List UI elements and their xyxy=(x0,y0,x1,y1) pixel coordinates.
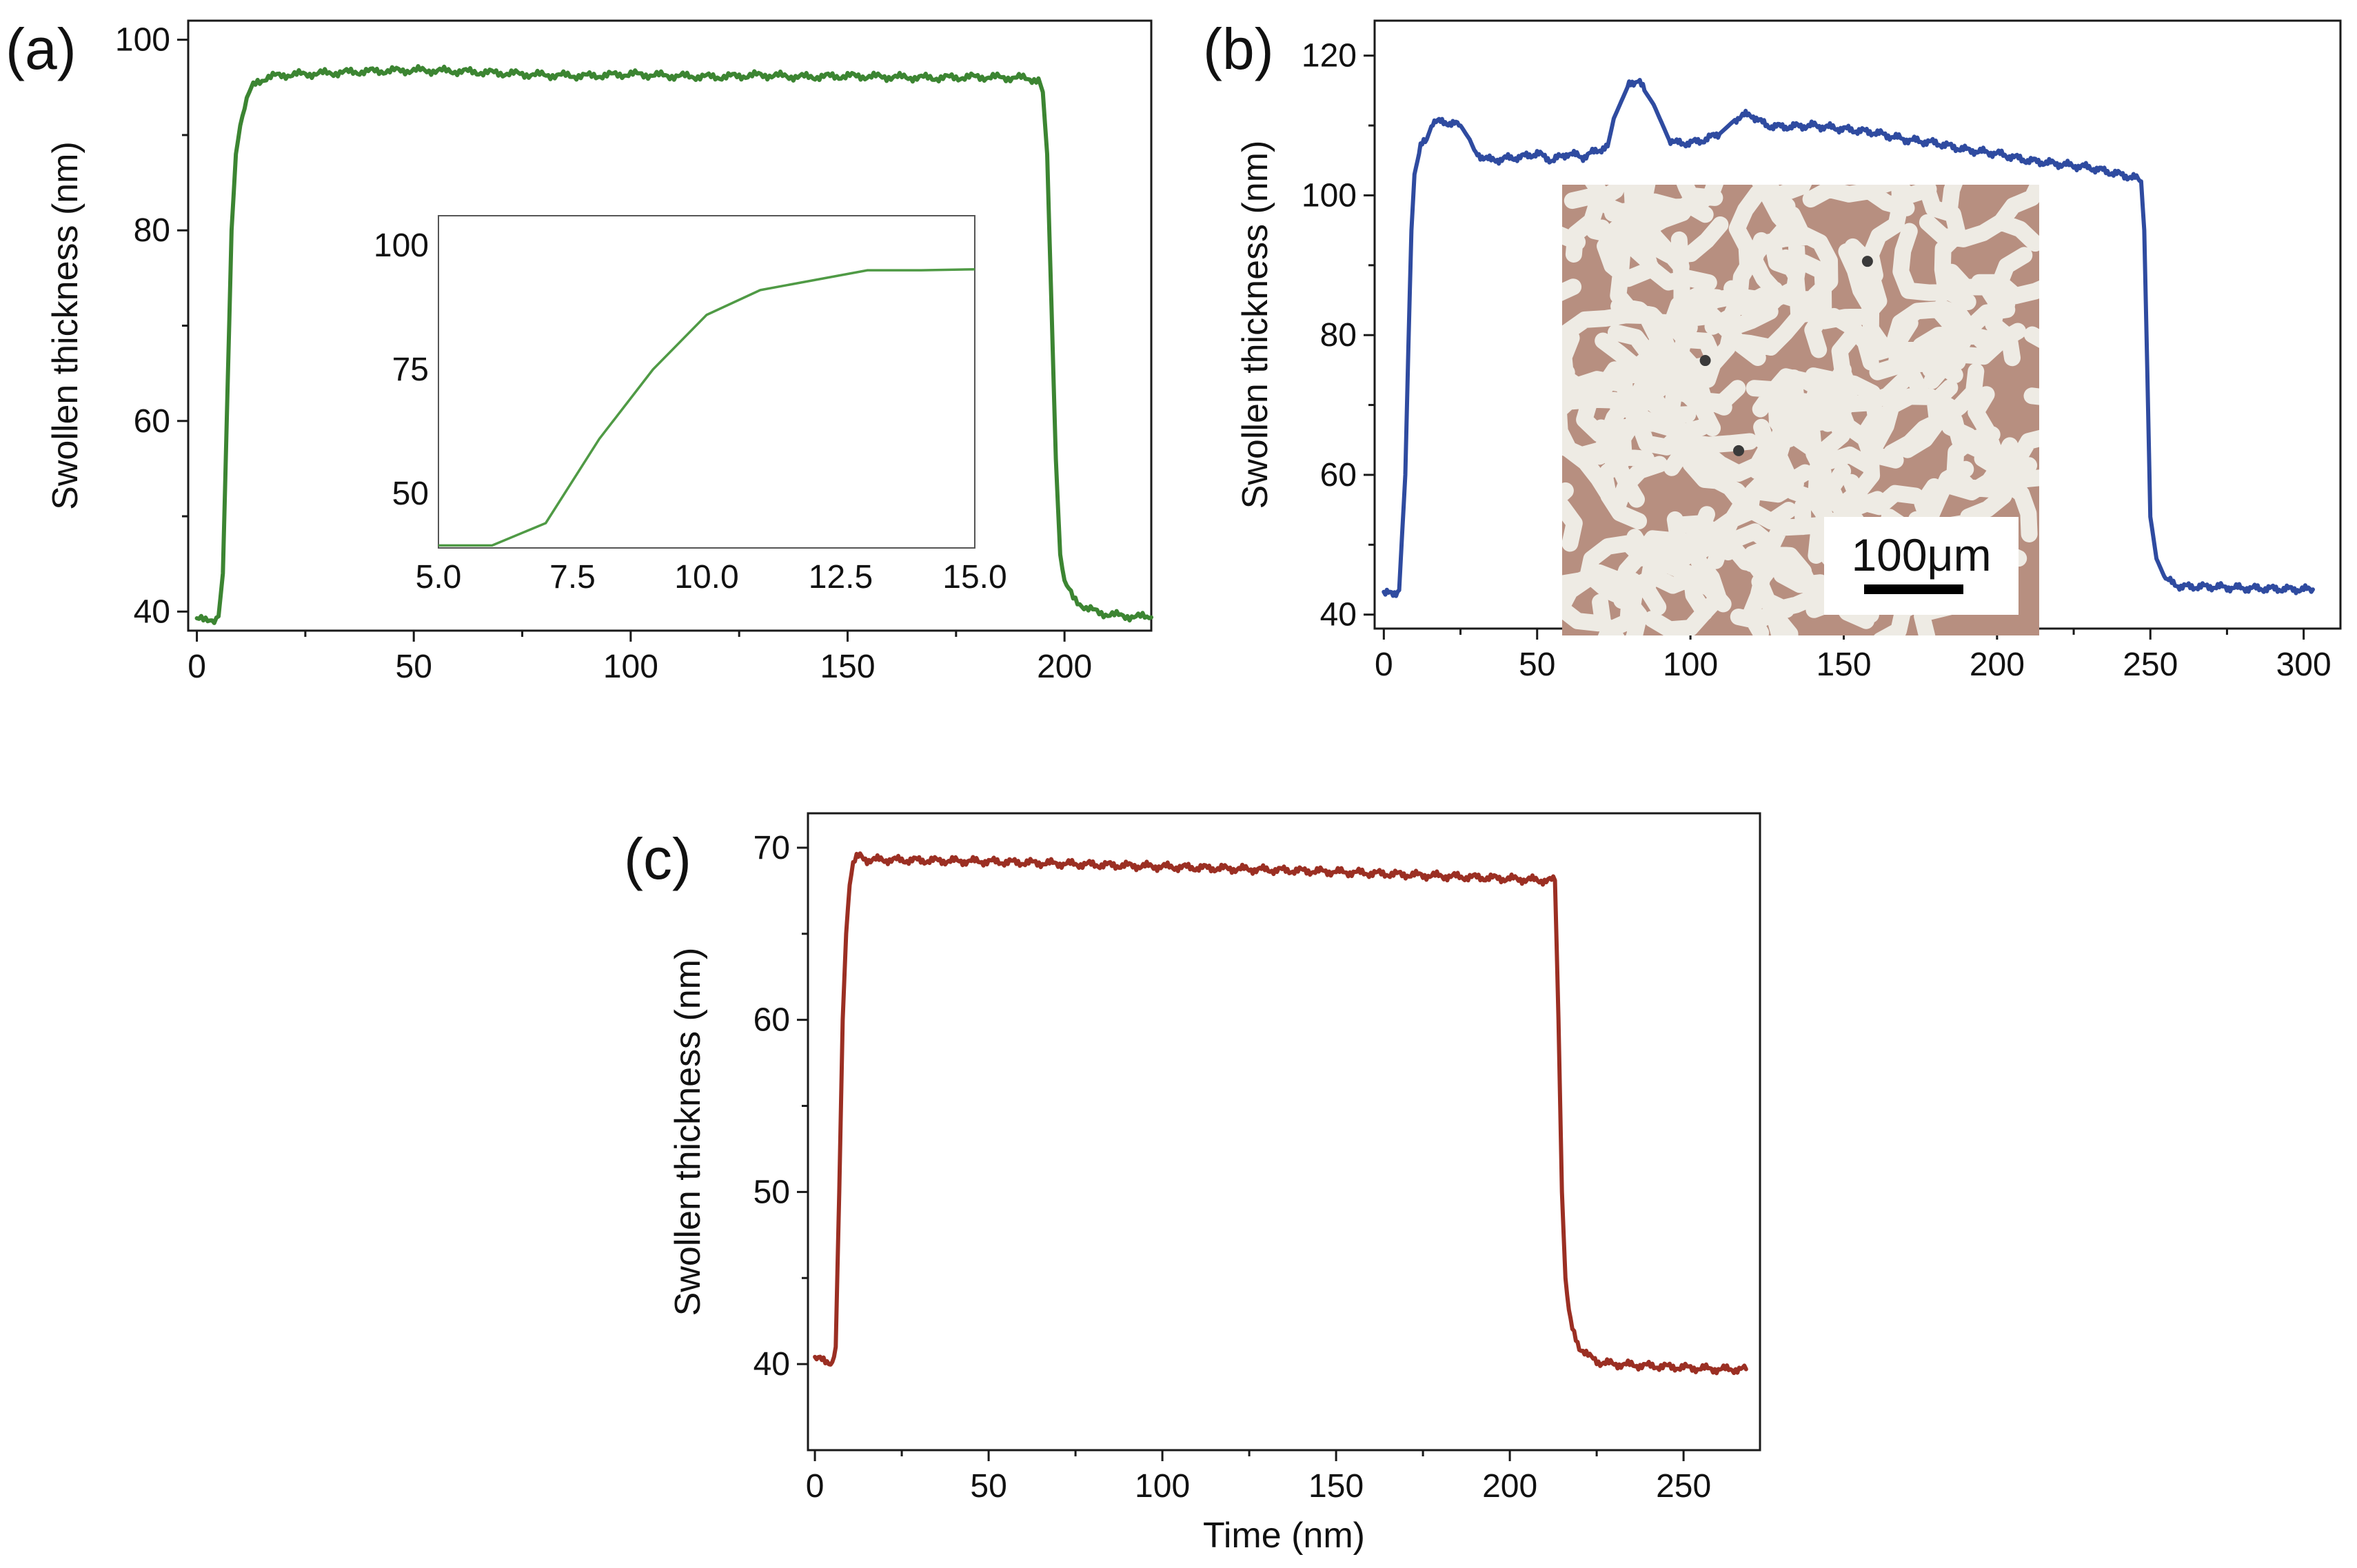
inset-plot: 5.0 7.5 10.0 12.5 15.0 50 75 100 xyxy=(374,215,1007,595)
y-tick-label: 70 xyxy=(753,830,790,866)
x-tick-label: 250 xyxy=(1656,1468,1711,1505)
inset-x-tick-label: 12.5 xyxy=(809,559,873,595)
scale-bar xyxy=(1864,584,1963,594)
inset-frame xyxy=(438,215,975,549)
plot-frame xyxy=(807,812,1761,1452)
x-tick-label: 50 xyxy=(1519,646,1555,683)
series-line-swelling xyxy=(194,64,1153,625)
y-tick-label: 80 xyxy=(134,212,170,249)
inset-series-line xyxy=(438,267,975,547)
panel-label: (c) xyxy=(624,826,691,891)
x-tick-label: 200 xyxy=(1970,646,2025,683)
x-tick-label: 0 xyxy=(806,1468,825,1505)
x-tick-label: 0 xyxy=(1375,646,1393,683)
panel-c: (c) 0 50 100 150 200 250 40 50 60 70 Swollen thickn… xyxy=(624,812,1761,1556)
y-axis-label: Swollen thickness (nm) xyxy=(45,141,85,510)
y-tick-label: 100 xyxy=(115,22,170,59)
y-tick-label: 120 xyxy=(1302,38,1357,74)
x-tick-label: 200 xyxy=(1037,649,1092,685)
y-tick-label: 40 xyxy=(753,1346,790,1383)
x-tick-label: 150 xyxy=(1816,646,1871,683)
inset-x-tick-label: 15.0 xyxy=(942,559,1006,595)
panel-b: (b) 0 50 100 150 200 250 300 40 60 80 100 120 Swollen… xyxy=(1203,17,2342,683)
y-tick-label: 80 xyxy=(1320,317,1357,354)
y-tick-label: 40 xyxy=(1320,597,1357,633)
x-tick-label: 300 xyxy=(2276,646,2331,683)
y-axis-label: Swollen thickness (nm) xyxy=(668,948,708,1316)
inset-x-tick-label: 7.5 xyxy=(549,559,596,595)
y-tick-label: 60 xyxy=(1320,457,1357,493)
y-axis-label: Swollen thickness (nm) xyxy=(1235,141,1275,509)
x-tick-label: 100 xyxy=(603,649,658,685)
micrograph-speck xyxy=(1733,445,1745,456)
inset-x-tick-label: 10.0 xyxy=(674,559,738,595)
y-tick-label: 60 xyxy=(134,403,170,440)
y-tick-label: 40 xyxy=(134,593,170,630)
y-tick-label: 50 xyxy=(753,1174,790,1210)
inset-y-tick-label: 100 xyxy=(374,227,429,264)
series-line-swelling xyxy=(813,851,1748,1376)
x-axis-label: Time (nm) xyxy=(1203,1516,1365,1556)
x-tick-label: 100 xyxy=(1135,1468,1190,1505)
x-tick-label: 200 xyxy=(1482,1468,1537,1505)
series-line-swelling xyxy=(1382,78,2315,598)
y-tick-label: 100 xyxy=(1302,177,1357,214)
x-tick-label: 100 xyxy=(1663,646,1718,683)
inset-y-tick-label: 50 xyxy=(392,476,429,512)
scale-bar-box xyxy=(1824,517,2019,615)
scale-bar-label: 100μm xyxy=(1851,529,1991,580)
x-tick-label: 250 xyxy=(2123,646,2178,683)
y-tick-label: 60 xyxy=(753,1002,790,1039)
micrograph-speck xyxy=(1699,355,1711,367)
x-tick-label: 0 xyxy=(188,649,206,685)
x-tick-label: 50 xyxy=(970,1468,1006,1505)
x-tick-label: 150 xyxy=(820,649,875,685)
panel-a: (a) 0 50 100 150 200 40 60 80 100 Swollen thicknes… xyxy=(6,17,1153,685)
panel-label: (a) xyxy=(6,17,77,81)
inset-x-tick-label: 5.0 xyxy=(416,559,462,595)
x-tick-label: 50 xyxy=(396,649,432,685)
micrograph-inset: 100μm xyxy=(1562,185,2039,635)
x-tick-label: 150 xyxy=(1308,1468,1364,1505)
micrograph-speck xyxy=(1861,256,1873,267)
panel-label: (b) xyxy=(1203,17,1274,81)
inset-y-tick-label: 75 xyxy=(392,352,429,388)
